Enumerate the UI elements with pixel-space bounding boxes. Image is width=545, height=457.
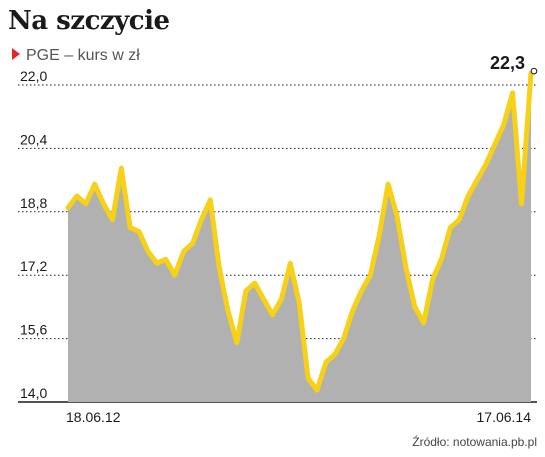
red-triangle-icon [12,48,20,60]
chart-subtitle: PGE – kurs w zł [12,47,140,65]
plot-area [65,67,538,402]
source-note: Źródło: notowania.pb.pl [412,435,537,449]
chart-title: Na szczycie [8,6,170,36]
axis-labels: 22,0 20,4 18,8 17,2 15,6 14,0 22,3 18.06.12 17.0… [20,53,531,425]
last-value-label: 22,3 [490,53,525,73]
y-tick-label: 22,0 [20,68,47,84]
y-tick-label: 18,8 [20,195,47,211]
y-tick-label: 20,4 [20,131,47,147]
x-tick-label: 17.06.14 [477,409,532,425]
subtitle-text: PGE – kurs w zł [26,47,140,64]
y-tick-label: 17,2 [20,258,47,274]
price-line [65,70,534,393]
last-value-marker [530,67,538,75]
y-tick-label: 15,6 [20,322,47,338]
price-area [68,73,531,402]
x-tick-label: 18.06.12 [66,409,121,425]
y-tick-label: 14,0 [20,385,47,401]
